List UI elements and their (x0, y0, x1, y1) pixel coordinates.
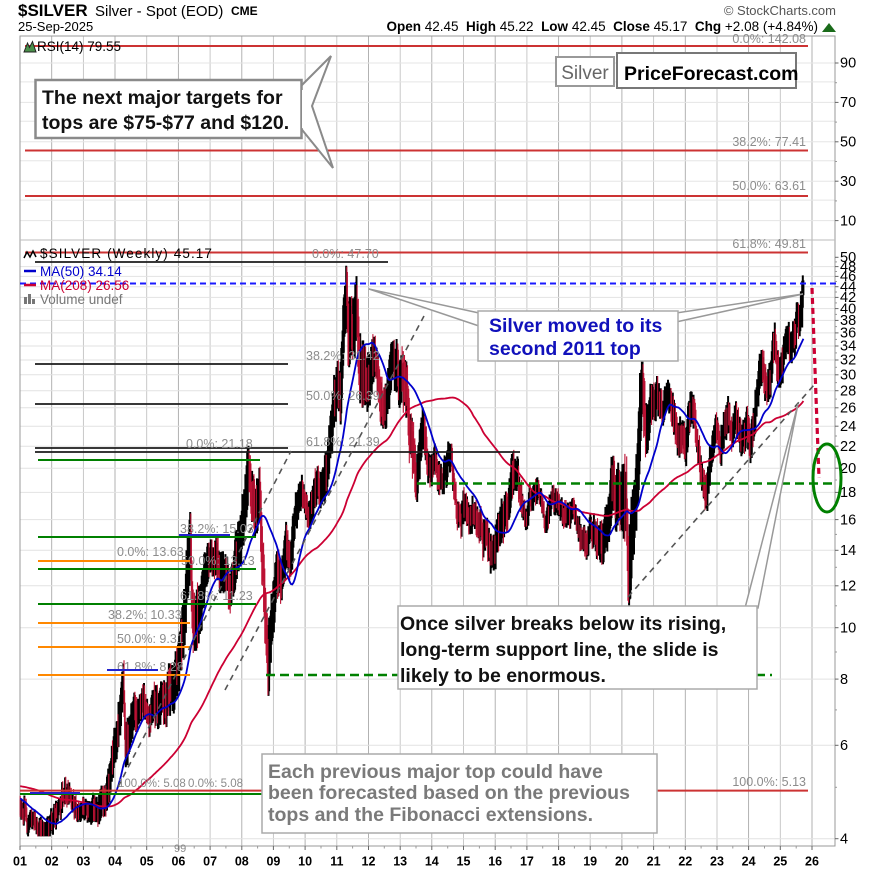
svg-text:0.0%: 13.63: 0.0%: 13.63 (117, 545, 184, 559)
svg-text:100.0%: 5.13: 100.0%: 5.13 (732, 775, 806, 789)
svg-text:14: 14 (425, 855, 439, 869)
svg-text:been forecasted based on the p: been forecasted based on the previous (268, 782, 630, 804)
svg-text:15: 15 (457, 855, 471, 869)
svg-text:22: 22 (840, 439, 856, 455)
svg-text:38.2%: 31.42: 38.2%: 31.42 (306, 349, 380, 363)
svg-text:Silver - Spot (EOD): Silver - Spot (EOD) (95, 3, 223, 20)
svg-text:90: 90 (840, 56, 856, 72)
svg-text:42: 42 (840, 290, 856, 306)
svg-text:07: 07 (203, 855, 217, 869)
svg-text:26: 26 (840, 401, 856, 417)
svg-text:8: 8 (840, 672, 848, 688)
svg-text:02: 02 (45, 855, 59, 869)
svg-text:36: 36 (840, 326, 856, 342)
svg-text:Silver moved to its: Silver moved to its (489, 315, 663, 337)
svg-text:$SILVER: $SILVER (18, 1, 88, 20)
svg-text:© StockCharts.com: © StockCharts.com (724, 3, 836, 18)
svg-text:tops and the Fibonacci extensi: tops and the Fibonacci extensions. (268, 804, 593, 826)
svg-text:0.0%: 5.08: 0.0%: 5.08 (188, 778, 243, 790)
svg-text:30: 30 (840, 174, 856, 190)
svg-text:CME: CME (231, 4, 258, 18)
svg-text:50.0%: 13.13: 50.0%: 13.13 (181, 554, 255, 568)
svg-text:tops are $75-$77 and $120.: tops are $75-$77 and $120. (42, 112, 289, 134)
svg-text:08: 08 (235, 855, 249, 869)
svg-text:The next major targets for: The next major targets for (42, 87, 283, 109)
svg-text:61.8%: 49.81: 61.8%: 49.81 (732, 237, 806, 251)
svg-text:22: 22 (678, 855, 692, 869)
svg-text:20: 20 (840, 461, 856, 477)
svg-text:25: 25 (773, 855, 787, 869)
svg-text:48: 48 (840, 259, 856, 275)
svg-text:46: 46 (840, 269, 856, 285)
svg-text:24: 24 (742, 855, 756, 869)
svg-text:6: 6 (840, 738, 848, 754)
svg-text:RSI(14) 79.55: RSI(14) 79.55 (37, 39, 121, 54)
svg-text:18: 18 (552, 855, 566, 869)
svg-text:14: 14 (840, 543, 856, 559)
svg-text:32: 32 (840, 353, 856, 369)
svg-text:30: 30 (840, 368, 856, 384)
svg-text:likely to be enormous.: likely to be enormous. (400, 665, 606, 687)
svg-text:04: 04 (108, 855, 122, 869)
svg-text:38.2%: 15.03: 38.2%: 15.03 (180, 522, 254, 536)
svg-text:20: 20 (615, 855, 629, 869)
svg-text:24: 24 (840, 419, 856, 435)
svg-text:19: 19 (583, 855, 597, 869)
svg-text:0.0%: 47.70: 0.0%: 47.70 (312, 247, 379, 261)
svg-text:Silver: Silver (561, 63, 609, 84)
svg-text:26: 26 (805, 855, 819, 869)
svg-text:40: 40 (840, 301, 856, 317)
svg-text:03: 03 (76, 855, 90, 869)
svg-text:28: 28 (840, 383, 856, 399)
svg-text:06: 06 (171, 855, 185, 869)
svg-text:12: 12 (840, 579, 856, 595)
svg-text:Open 42.45 High 45.22 Low 42: Open 42.45 High 45.22 Low 42.45 Close 45… (386, 19, 818, 34)
svg-text:05: 05 (140, 855, 154, 869)
svg-text:100.0%: 5.08: 100.0%: 5.08 (118, 778, 186, 790)
svg-text:0.0%: 142.08: 0.0%: 142.08 (732, 32, 806, 46)
svg-text:61.8%: 8.28: 61.8%: 8.28 (117, 660, 184, 674)
svg-text:38: 38 (840, 313, 856, 329)
svg-text:PriceForecast.com: PriceForecast.com (624, 63, 799, 85)
svg-text:MA(208) 26.56: MA(208) 26.56 (40, 278, 129, 293)
svg-text:61.8%: 21.39: 61.8%: 21.39 (306, 435, 380, 449)
svg-text:10: 10 (840, 620, 856, 636)
svg-text:16: 16 (840, 512, 856, 528)
svg-text:10: 10 (298, 855, 312, 869)
svg-text:second 2011 top: second 2011 top (489, 338, 641, 360)
svg-text:70: 70 (840, 95, 856, 111)
svg-text:50.0%: 9.31: 50.0%: 9.31 (117, 632, 184, 646)
svg-text:09: 09 (266, 855, 280, 869)
svg-text:16: 16 (488, 855, 502, 869)
svg-text:0.0%: 21.18: 0.0%: 21.18 (186, 437, 253, 451)
svg-text:50: 50 (840, 250, 856, 266)
svg-text:38.2%: 77.41: 38.2%: 77.41 (732, 135, 806, 149)
svg-text:01: 01 (13, 855, 27, 869)
svg-text:44: 44 (840, 279, 856, 295)
svg-text:34: 34 (840, 339, 856, 355)
svg-text:13: 13 (393, 855, 407, 869)
svg-text:MA(50) 34.14: MA(50) 34.14 (40, 264, 122, 279)
svg-text:21: 21 (647, 855, 661, 869)
svg-text:23: 23 (710, 855, 724, 869)
svg-text:50.0%: 26.39: 50.0%: 26.39 (306, 389, 380, 403)
svg-text:50: 50 (840, 135, 856, 151)
svg-text:Each previous major top could: Each previous major top could have (268, 761, 603, 783)
svg-text:10: 10 (840, 213, 856, 229)
svg-text:99: 99 (174, 843, 186, 855)
svg-text:Volume undef: Volume undef (40, 292, 123, 307)
svg-text:12: 12 (362, 855, 376, 869)
svg-text:4: 4 (840, 831, 848, 847)
svg-text:25-Sep-2025: 25-Sep-2025 (18, 19, 93, 34)
svg-text:$SILVER (Weekly) 45.17: $SILVER (Weekly) 45.17 (40, 246, 213, 261)
svg-text:18: 18 (840, 485, 856, 501)
svg-text:38.2%: 10.33: 38.2%: 10.33 (108, 608, 182, 622)
svg-text:11: 11 (330, 855, 343, 869)
svg-text:17: 17 (520, 855, 534, 869)
svg-text:50.0%: 63.61: 50.0%: 63.61 (732, 179, 806, 193)
svg-text:Once silver breaks below its r: Once silver breaks below its rising, (400, 613, 726, 635)
svg-text:long-term support line, the sl: long-term support line, the slide is (400, 639, 719, 661)
